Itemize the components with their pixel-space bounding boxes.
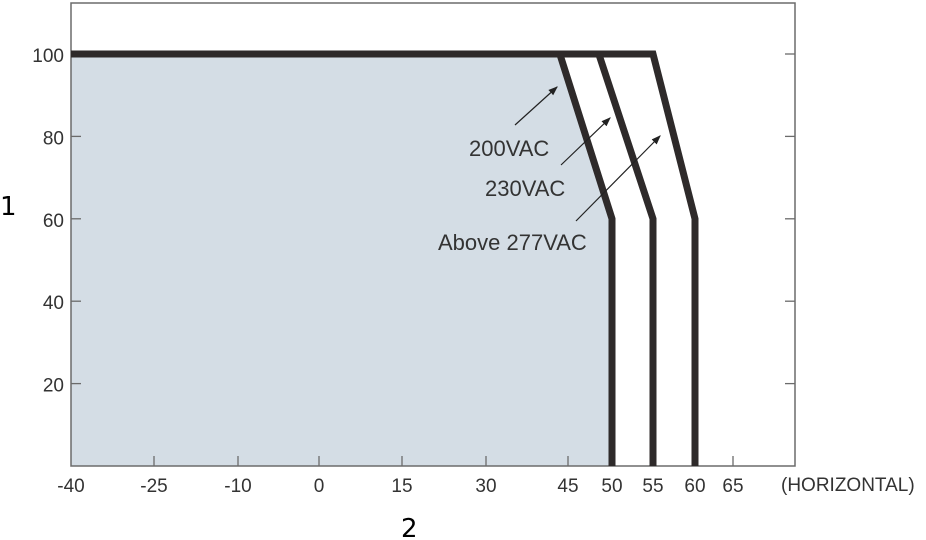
y-tick-label: 20 — [43, 376, 64, 397]
shaded-area — [71, 54, 612, 466]
x-tick-label: 45 — [557, 476, 578, 497]
y-tick-label: 40 — [43, 293, 64, 314]
plot-frame — [70, 2, 796, 467]
series-lines — [71, 50, 699, 466]
x-tick-label: 60 — [684, 476, 705, 497]
series-line-2 — [71, 50, 699, 466]
y-tick-label: 60 — [43, 211, 64, 232]
x-axis-label: 2 — [401, 514, 418, 540]
y-tick-label: 100 — [32, 46, 64, 67]
arrow-2 — [575, 135, 661, 222]
x-tick-label: -25 — [140, 476, 167, 497]
y-axis-label: 1 — [0, 192, 17, 222]
x-tick-label: 50 — [601, 476, 622, 497]
x-tick-label: 65 — [722, 476, 743, 497]
arrow-1 — [560, 117, 611, 166]
annotation-arrows — [514, 86, 661, 222]
annotation-230vac: 230VAC — [485, 176, 565, 201]
annotation-200vac: 200VAC — [469, 136, 549, 161]
x-tick-label: 0 — [314, 476, 325, 497]
x-unit-label: (HORIZONTAL) — [781, 475, 915, 496]
shaded-region — [71, 54, 612, 466]
x-tick-label: 55 — [642, 476, 663, 497]
arrow-0 — [514, 86, 558, 126]
x-tick-label: -10 — [224, 476, 251, 497]
x-tick-label: -40 — [57, 476, 84, 497]
x-tick-label: 15 — [391, 476, 412, 497]
tick-labels: -40 -25 -10 0 15 30 45 50 55 60 65 20 40 60 80 100 — [32, 46, 743, 497]
y-tick-label: 80 — [43, 128, 64, 149]
x-tick-label: 30 — [475, 476, 496, 497]
annotation-277vac: Above 277VAC — [438, 230, 587, 255]
